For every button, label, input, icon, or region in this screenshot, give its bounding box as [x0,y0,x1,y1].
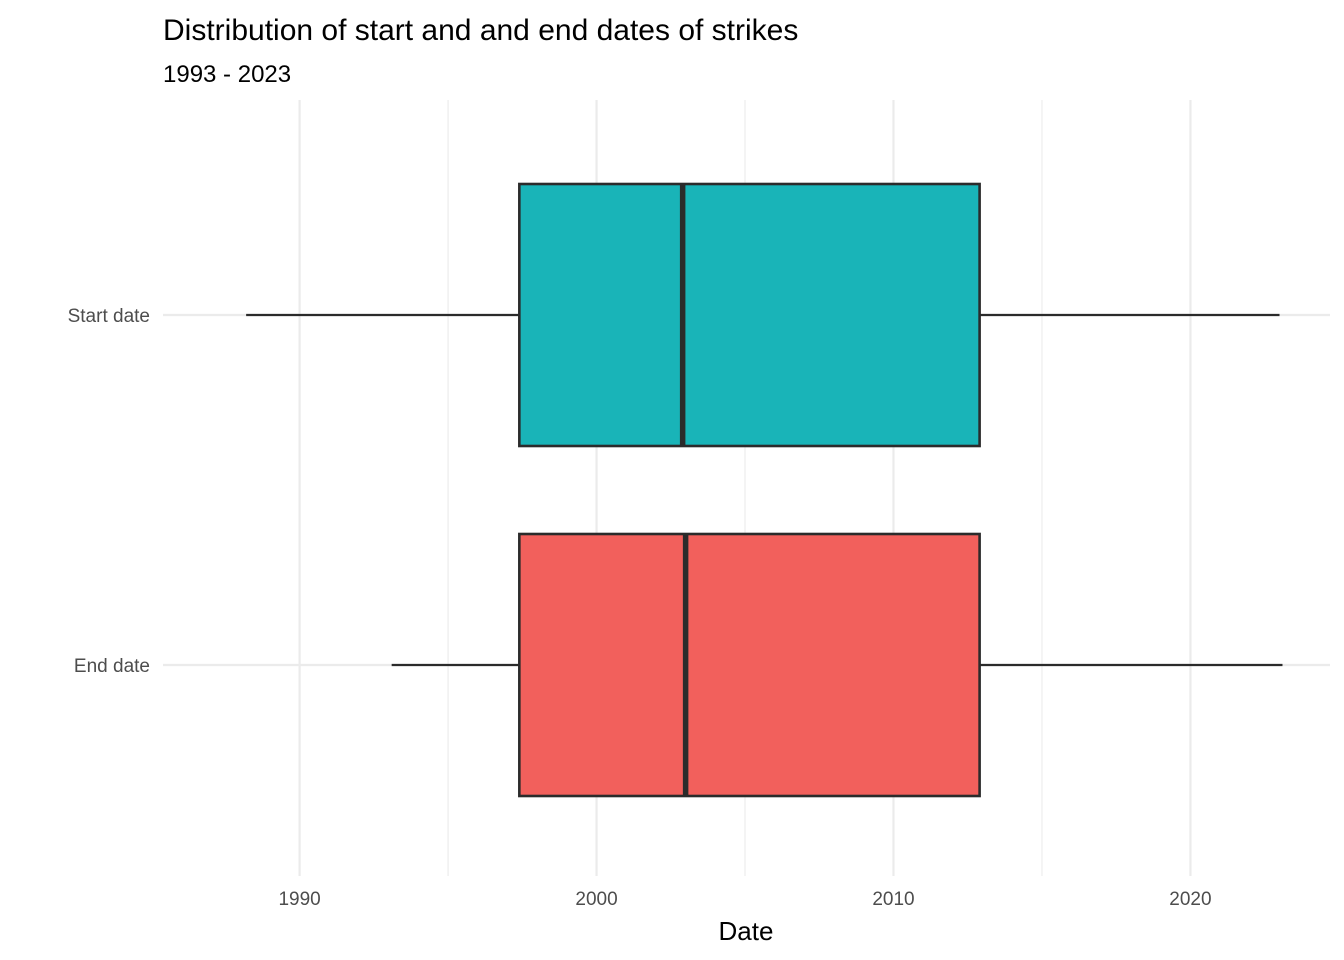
y-tick-label: End date [74,656,150,677]
box-iqr [518,182,981,448]
chart-subtitle: 1993 - 2023 [163,61,291,88]
plot-data [246,182,1283,798]
x-tick-label: 1990 [278,889,320,910]
x-tick-label: 2020 [1169,889,1211,910]
box-iqr [518,532,981,798]
x-tick-label: 2010 [872,889,914,910]
x-axis-title: Date [719,916,774,946]
x-tick-label: 2000 [575,889,617,910]
axes: Start date End date 1990 2000 2010 2020 [68,306,1212,910]
y-tick-label: Start date [68,306,150,327]
chart-title: Distribution of start and and end dates … [163,14,798,47]
